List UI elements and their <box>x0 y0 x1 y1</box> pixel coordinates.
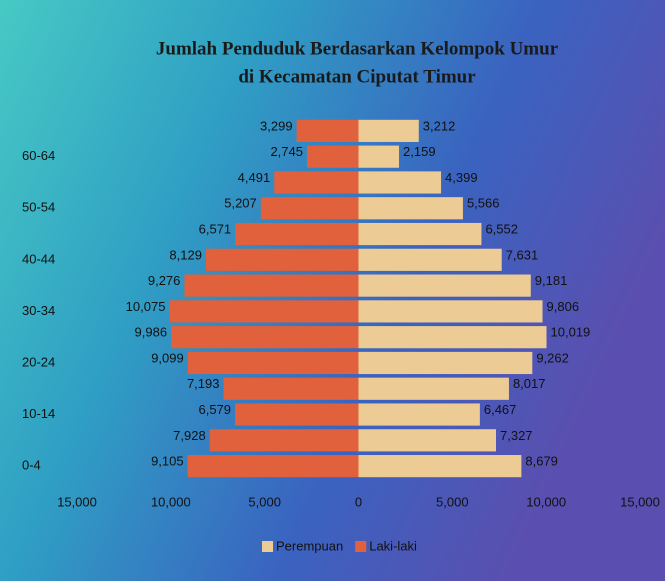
y-tick-label: 50-54 <box>22 200 55 215</box>
y-tick-label: 0-4 <box>22 458 41 473</box>
bar <box>359 403 480 425</box>
data-label: 9,986 <box>135 325 168 340</box>
data-label: 8,679 <box>525 454 558 469</box>
data-label: 9,262 <box>536 350 569 365</box>
bar <box>206 249 359 271</box>
data-label: 7,327 <box>500 428 533 443</box>
y-tick-label: 30-34 <box>22 303 55 318</box>
bar <box>359 326 547 348</box>
x-tick-label: 5,000 <box>436 494 469 509</box>
data-label: 9,181 <box>535 273 568 288</box>
data-label: 6,571 <box>199 221 232 236</box>
legend-swatch <box>262 541 273 552</box>
bar <box>359 300 543 322</box>
bar <box>169 300 358 322</box>
data-label: 2,159 <box>403 144 436 159</box>
bar <box>359 249 502 271</box>
chart: Jumlah Penduduk Berdasarkan Kelompok Umu… <box>0 0 665 581</box>
data-label: 6,579 <box>198 402 231 417</box>
data-label: 9,099 <box>151 350 184 365</box>
data-label: 9,276 <box>148 273 181 288</box>
data-label: 4,399 <box>445 170 478 185</box>
x-tick-label: 5,000 <box>248 494 281 509</box>
chart-title: Jumlah Penduduk Berdasarkan Kelompok Umu… <box>156 38 559 59</box>
bar <box>224 378 359 400</box>
x-tick-label: 10,000 <box>151 494 191 509</box>
bar <box>210 429 359 451</box>
bar <box>235 223 358 245</box>
y-tick-label: 60-64 <box>22 148 55 163</box>
bar <box>274 171 358 193</box>
legend-label: Laki-laki <box>369 538 417 553</box>
data-label: 7,928 <box>173 428 206 443</box>
bar <box>359 378 509 400</box>
bar <box>184 275 358 297</box>
legend-swatch <box>355 541 366 552</box>
bar <box>359 429 497 451</box>
data-label: 6,552 <box>485 221 518 236</box>
data-label: 8,017 <box>513 376 546 391</box>
data-label: 9,806 <box>547 299 580 314</box>
data-label: 5,207 <box>224 196 257 211</box>
y-tick-label: 40-44 <box>22 251 55 266</box>
bar <box>188 455 359 477</box>
page: Jumlah Penduduk Berdasarkan Kelompok Umu… <box>0 0 665 581</box>
data-label: 9,105 <box>151 454 184 469</box>
data-label: 2,745 <box>270 144 303 159</box>
y-tick-label: 10-14 <box>22 406 55 421</box>
bar <box>359 171 442 193</box>
bar <box>359 275 531 297</box>
data-label: 7,193 <box>187 376 220 391</box>
y-tick-label: 20-24 <box>22 354 55 369</box>
bar <box>359 146 400 168</box>
bar <box>359 223 482 245</box>
bar <box>188 352 359 374</box>
data-label: 3,299 <box>260 118 293 133</box>
data-label: 10,075 <box>126 299 166 314</box>
data-label: 3,212 <box>423 118 456 133</box>
x-tick-label: 15,000 <box>620 494 660 509</box>
bar <box>359 352 533 374</box>
x-tick-label: 10,000 <box>526 494 566 509</box>
x-tick-label: 15,000 <box>57 494 97 509</box>
data-label: 5,566 <box>467 196 500 211</box>
x-tick-label: 0 <box>355 494 362 509</box>
bar <box>261 197 359 219</box>
bar <box>359 120 419 142</box>
bar <box>171 326 358 348</box>
bar <box>235 403 358 425</box>
legend-label: Perempuan <box>276 538 343 553</box>
bar <box>359 455 522 477</box>
data-label: 4,491 <box>238 170 271 185</box>
bar <box>359 197 463 219</box>
bar <box>307 146 359 168</box>
data-label: 8,129 <box>169 247 202 262</box>
chart-title: di Kecamatan Ciputat Timur <box>238 66 476 87</box>
bar <box>297 120 359 142</box>
data-label: 7,631 <box>506 247 539 262</box>
data-label: 10,019 <box>551 325 591 340</box>
data-label: 6,467 <box>484 402 517 417</box>
